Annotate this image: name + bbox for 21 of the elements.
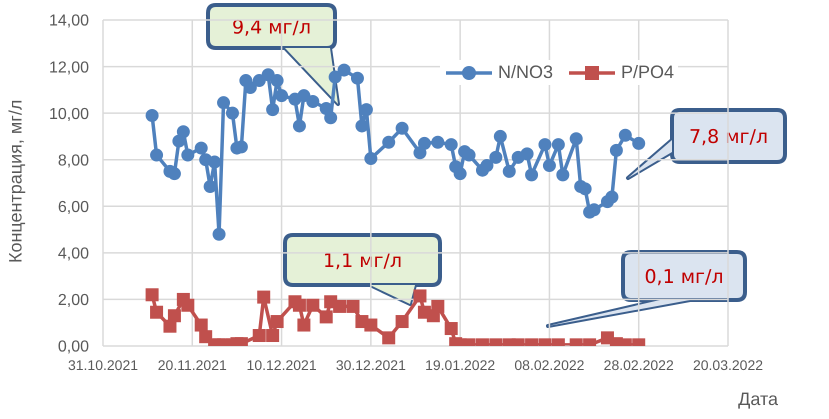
y-tick-label: 12,00 (48, 59, 90, 76)
y-tick-label: 0,00 (58, 338, 90, 356)
x-tick-label: 31.10.2021 (68, 356, 138, 373)
y-tick-label: 6,00 (58, 198, 90, 216)
x-tick-label: 10.12.2021 (246, 356, 317, 373)
y-tick-label: 4,00 (58, 246, 90, 263)
x-tick-label: 19.01.2022 (425, 356, 496, 373)
x-tick-label: 20.03.2022 (692, 356, 764, 373)
x-tick-label: 28.02.2022 (604, 356, 674, 373)
y-tick-label: 10,00 (48, 106, 90, 123)
x-tick-label: 08.02.2022 (514, 356, 585, 373)
y-tick-label: 14,00 (48, 12, 90, 30)
annotation: 0,1 мг/л (644, 266, 724, 288)
legend-label: P/PO4 (621, 62, 674, 83)
y-tick-label: 2,00 (58, 292, 90, 310)
x-tick-label: 20.11.2021 (158, 356, 228, 373)
y-tick-label: 8,00 (58, 152, 90, 170)
x-axis-title: Дата (738, 389, 779, 409)
y-axis-title: Концентрация, мг/л (5, 100, 26, 263)
legend-label: N/NO3 (498, 62, 554, 83)
x-tick-label: 30.12.2021 (336, 356, 406, 373)
